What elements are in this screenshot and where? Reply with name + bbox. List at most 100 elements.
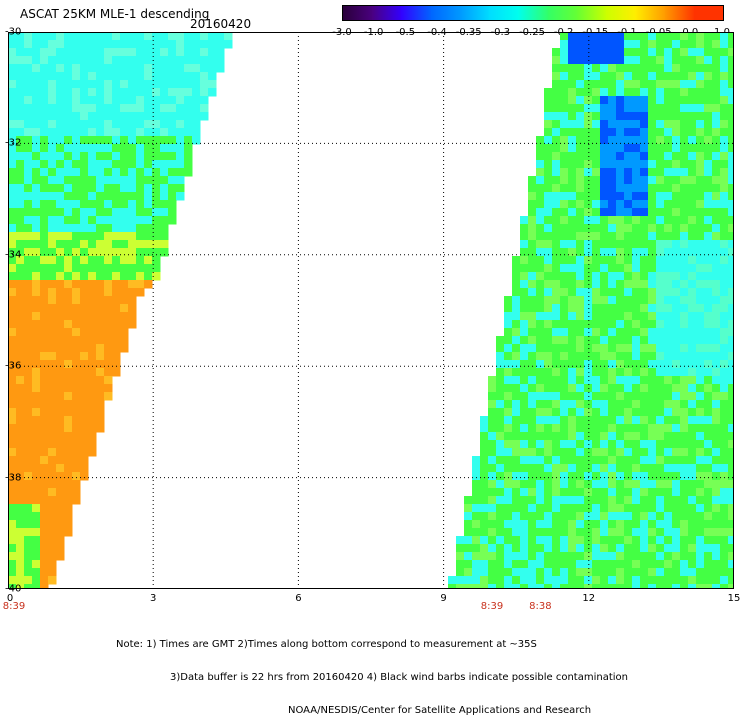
- swath-cell: [680, 216, 689, 225]
- swath-cell: [488, 448, 497, 457]
- swath-cell: [56, 544, 65, 553]
- swath-cell: [576, 120, 585, 129]
- swath-cell: [16, 440, 25, 449]
- swath-cell: [144, 280, 153, 289]
- swath-map: [8, 32, 734, 589]
- swath-cell: [712, 328, 721, 337]
- swath-cell: [600, 48, 609, 57]
- swath-cell: [96, 224, 105, 233]
- swath-cell: [496, 336, 505, 345]
- swath-cell: [544, 584, 553, 589]
- swath-cell: [496, 360, 505, 369]
- swath-cell: [704, 544, 713, 553]
- swath-cell: [64, 264, 73, 273]
- swath-cell: [88, 152, 97, 161]
- swath-cell: [504, 408, 513, 417]
- swath-cell: [216, 64, 225, 73]
- swath-cell: [696, 200, 705, 209]
- swath-cell: [448, 576, 457, 585]
- swath-cell: [688, 288, 697, 297]
- swath-cell: [8, 352, 17, 361]
- swath-cell: [128, 272, 137, 281]
- swath-cell: [616, 488, 625, 497]
- swath-cell: [568, 584, 577, 589]
- swath-cell: [120, 152, 129, 161]
- swath-cell: [24, 568, 33, 577]
- swath-cell: [32, 464, 41, 473]
- swath-cell: [568, 160, 577, 169]
- swath-cell: [696, 264, 705, 273]
- swath-cell: [672, 352, 681, 361]
- swath-cell: [664, 144, 673, 153]
- swath-cell: [560, 72, 569, 81]
- swath-cell: [112, 120, 121, 129]
- swath-cell: [568, 536, 577, 545]
- swath-cell: [488, 552, 497, 561]
- swath-cell: [608, 520, 617, 529]
- swath-cell: [648, 240, 657, 249]
- swath-cell: [32, 424, 41, 433]
- swath-cell: [728, 360, 734, 369]
- swath-cell: [560, 176, 569, 185]
- swath-cell: [544, 360, 553, 369]
- swath-cell: [72, 80, 81, 89]
- swath-cell: [648, 384, 657, 393]
- swath-cell: [528, 576, 537, 585]
- swath-cell: [48, 256, 57, 265]
- swath-cell: [536, 568, 545, 577]
- swath-cell: [576, 264, 585, 273]
- swath-cell: [552, 328, 561, 337]
- swath-cell: [680, 336, 689, 345]
- footnotes: Note: 1) Times are GMT 2)Times along bot…: [116, 617, 628, 727]
- swath-cell: [112, 96, 121, 105]
- swath-cell: [528, 432, 537, 441]
- swath-cell: [536, 480, 545, 489]
- swath-cell: [480, 432, 489, 441]
- swath-cell: [32, 344, 41, 353]
- swath-cell: [472, 520, 481, 529]
- swath-cell: [592, 416, 601, 425]
- swath-cell: [528, 560, 537, 569]
- swath-cell: [728, 536, 734, 545]
- swath-cell: [560, 248, 569, 257]
- swath-cell: [8, 272, 17, 281]
- swath-cell: [168, 72, 177, 81]
- swath-cell: [592, 440, 601, 449]
- swath-cell: [648, 336, 657, 345]
- swath-cell: [544, 568, 553, 577]
- swath-cell: [712, 216, 721, 225]
- swath-cell: [640, 584, 649, 589]
- swath-cell: [552, 144, 561, 153]
- swath-cell: [472, 456, 481, 465]
- swath-cell: [520, 400, 529, 409]
- swath-cell: [552, 480, 561, 489]
- swath-cell: [664, 200, 673, 209]
- swath-cell: [80, 392, 89, 401]
- swath-cell: [40, 192, 49, 201]
- swath-cell: [584, 432, 593, 441]
- swath-cell: [616, 544, 625, 553]
- swath-cell: [40, 400, 49, 409]
- swath-cell: [168, 160, 177, 169]
- swath-cell: [672, 232, 681, 241]
- swath-cell: [112, 184, 121, 193]
- swath-cell: [72, 144, 81, 153]
- swath-cell: [96, 344, 105, 353]
- swath-cell: [104, 272, 113, 281]
- swath-cell: [16, 328, 25, 337]
- swath-cell: [48, 280, 57, 289]
- swath-cell: [592, 472, 601, 481]
- swath-cell: [720, 168, 729, 177]
- swath-cell: [504, 584, 513, 589]
- swath-cell: [536, 576, 545, 585]
- swath-cell: [720, 584, 729, 589]
- swath-cell: [680, 264, 689, 273]
- swath-cell: [24, 480, 33, 489]
- swath-cell: [24, 312, 33, 321]
- swath-cell: [608, 104, 617, 113]
- swath-cell: [584, 368, 593, 377]
- swath-cell: [48, 312, 57, 321]
- swath-cell: [696, 528, 705, 537]
- swath-cell: [480, 584, 489, 589]
- swath-cell: [32, 96, 41, 105]
